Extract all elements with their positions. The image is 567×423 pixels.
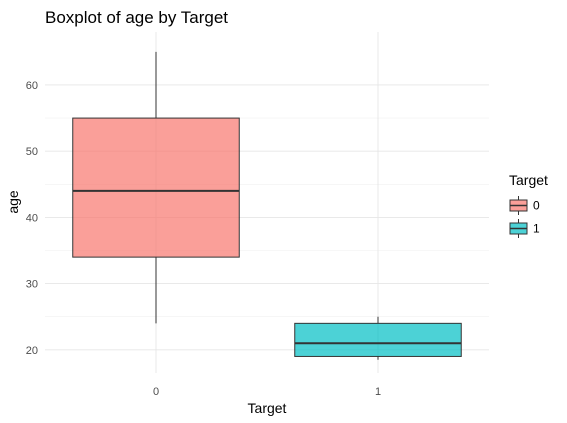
box-category-0 [72,51,240,324]
y-tick-label: 50 [26,146,38,158]
legend-title: Target [509,172,548,188]
chart-title: Boxplot of age by Target [45,8,228,27]
legend: Target 0 1 [509,172,548,238]
box-body [294,322,462,357]
legend-label: 1 [533,222,540,236]
x-tick-label: 1 [375,386,381,398]
box-category-1 [294,316,462,360]
y-tick-label: 40 [26,212,38,224]
boxes [72,51,462,360]
y-tick-label: 30 [26,279,38,291]
x-tick-label: 0 [153,386,159,398]
legend-key-0: 0 [509,196,540,215]
y-tick-label: 20 [26,345,38,357]
x-axis-title: Target [248,400,287,416]
box-body [72,117,240,258]
legend-key-1: 1 [509,219,540,238]
y-tick-labels: 20 30 40 50 60 [26,80,38,357]
legend-label: 0 [533,199,540,213]
y-axis-title: age [5,190,21,214]
y-tick-label: 60 [26,80,38,92]
